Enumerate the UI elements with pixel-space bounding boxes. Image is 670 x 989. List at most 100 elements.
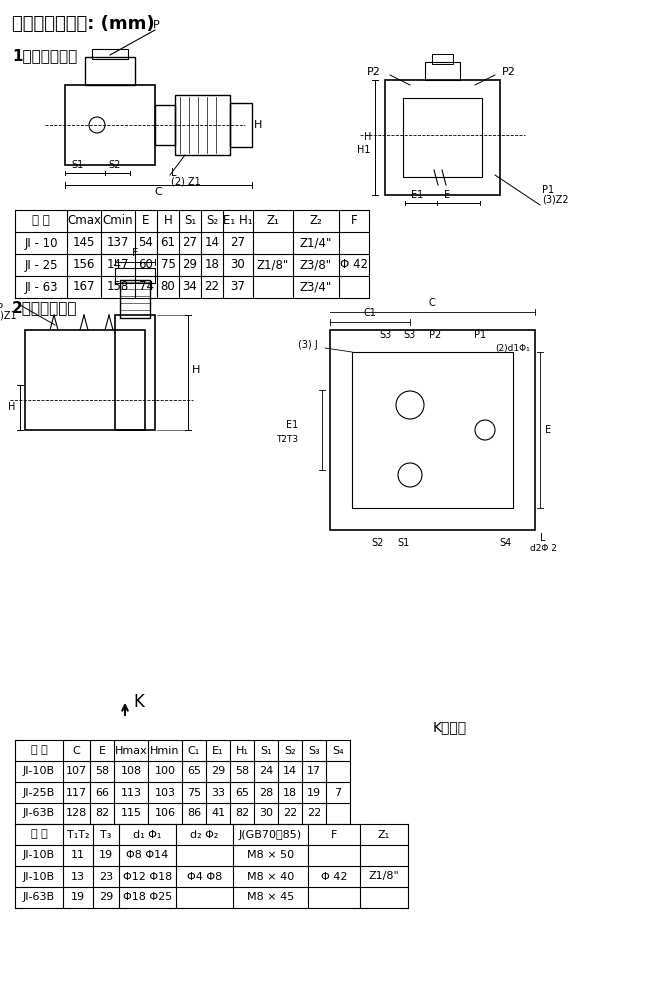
Text: 7: 7 — [334, 787, 342, 797]
Text: 18: 18 — [204, 258, 220, 272]
Text: 33: 33 — [211, 787, 225, 797]
Text: Z₂: Z₂ — [310, 215, 322, 227]
Text: 65: 65 — [235, 787, 249, 797]
Text: Φ 42: Φ 42 — [340, 258, 368, 272]
Text: Φ12 Φ18: Φ12 Φ18 — [123, 871, 172, 881]
Bar — [85, 57, 135, 85]
Text: S1: S1 — [397, 538, 409, 548]
Text: 80: 80 — [161, 281, 176, 294]
Text: 型 号: 型 号 — [32, 215, 50, 227]
Text: L: L — [171, 168, 176, 178]
Bar — [175, 95, 230, 155]
Text: E: E — [545, 425, 551, 435]
Text: T2T3: T2T3 — [276, 435, 298, 444]
Bar — [120, 280, 150, 318]
Text: 19: 19 — [71, 892, 85, 903]
Text: 82: 82 — [235, 808, 249, 819]
Text: S1: S1 — [72, 160, 84, 170]
Text: P2: P2 — [367, 67, 381, 77]
Text: C₁: C₁ — [188, 746, 200, 756]
Text: 29: 29 — [211, 766, 225, 776]
Text: E: E — [98, 746, 105, 756]
Text: S₂: S₂ — [284, 746, 296, 756]
Text: 128: 128 — [66, 808, 87, 819]
Text: P2: P2 — [429, 330, 441, 340]
Text: 137: 137 — [107, 236, 129, 249]
Text: Z1/8": Z1/8" — [257, 258, 289, 272]
Text: T₃: T₃ — [100, 830, 112, 840]
Text: 115: 115 — [121, 808, 141, 819]
Text: E₁: E₁ — [212, 746, 224, 756]
Text: (2) Z1: (2) Z1 — [171, 176, 201, 186]
Text: P: P — [153, 20, 159, 30]
Text: Cmax: Cmax — [67, 215, 101, 227]
Text: 24: 24 — [259, 766, 273, 776]
Text: 14: 14 — [204, 236, 220, 249]
Text: 100: 100 — [155, 766, 176, 776]
Text: JI-10B: JI-10B — [23, 766, 55, 776]
Text: C: C — [72, 746, 80, 756]
Text: S₄: S₄ — [332, 746, 344, 756]
Text: 86: 86 — [187, 808, 201, 819]
Text: S₁: S₁ — [260, 746, 272, 756]
Text: 61: 61 — [161, 236, 176, 249]
Text: Cmin: Cmin — [103, 215, 133, 227]
Text: JI-25B: JI-25B — [23, 787, 55, 797]
Text: 17: 17 — [307, 766, 321, 776]
Text: (2)Z1: (2)Z1 — [0, 311, 17, 321]
Text: 22: 22 — [283, 808, 297, 819]
Text: Φ8 Φ14: Φ8 Φ14 — [127, 851, 169, 860]
Text: L: L — [540, 533, 545, 543]
Text: 11: 11 — [71, 851, 85, 860]
Text: 1、螺纹连接：: 1、螺纹连接： — [12, 48, 77, 63]
Text: 75: 75 — [187, 787, 201, 797]
Text: M8 × 40: M8 × 40 — [247, 871, 294, 881]
Text: 158: 158 — [107, 281, 129, 294]
Text: M8 × 45: M8 × 45 — [247, 892, 294, 903]
Text: JI - 25: JI - 25 — [24, 258, 58, 272]
Text: Z1/8": Z1/8" — [369, 871, 399, 881]
Bar — [155, 105, 175, 145]
Text: 18: 18 — [283, 787, 297, 797]
Text: P2: P2 — [502, 67, 516, 77]
Text: 65: 65 — [187, 766, 201, 776]
Text: T₁T₂: T₁T₂ — [67, 830, 89, 840]
Text: S4: S4 — [499, 538, 511, 548]
Text: JI-10B: JI-10B — [23, 871, 55, 881]
Text: JI - 10: JI - 10 — [24, 236, 58, 249]
Text: 22: 22 — [204, 281, 220, 294]
Text: E₁ H₁: E₁ H₁ — [223, 215, 253, 227]
Bar — [65, 85, 155, 165]
Text: S₃: S₃ — [308, 746, 320, 756]
Text: 147: 147 — [107, 258, 129, 272]
Text: Φ18 Φ25: Φ18 Φ25 — [123, 892, 172, 903]
Text: C: C — [429, 298, 436, 308]
Text: H: H — [192, 365, 200, 375]
Text: d2Φ 2: d2Φ 2 — [530, 544, 557, 553]
Text: P1: P1 — [542, 185, 554, 195]
Text: 106: 106 — [155, 808, 176, 819]
Text: S3: S3 — [404, 330, 416, 340]
Text: (3)Z2: (3)Z2 — [542, 195, 569, 205]
Text: H: H — [163, 215, 172, 227]
Bar — [330, 330, 535, 530]
Text: 37: 37 — [230, 281, 245, 294]
Text: 66: 66 — [95, 787, 109, 797]
Text: 34: 34 — [182, 281, 198, 294]
Text: JI-10B: JI-10B — [23, 851, 55, 860]
Text: F: F — [331, 830, 337, 840]
Text: E: E — [142, 215, 149, 227]
Text: 58: 58 — [95, 766, 109, 776]
Text: 54: 54 — [139, 236, 153, 249]
Text: d₁ Φ₁: d₁ Φ₁ — [133, 830, 161, 840]
Text: S₁: S₁ — [184, 215, 196, 227]
Text: H: H — [364, 132, 371, 142]
Text: H: H — [7, 402, 15, 412]
Text: Hmin: Hmin — [150, 746, 180, 756]
Text: H: H — [254, 120, 263, 130]
Bar — [115, 315, 155, 430]
Text: 19: 19 — [307, 787, 321, 797]
Text: 29: 29 — [182, 258, 198, 272]
Text: M8 × 50: M8 × 50 — [247, 851, 294, 860]
Bar — [92, 49, 128, 59]
